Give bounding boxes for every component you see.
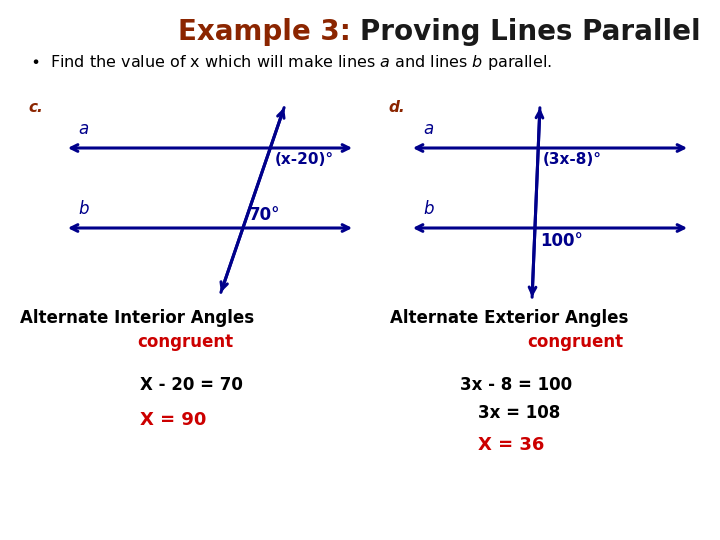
Text: a: a	[423, 120, 433, 138]
Text: b: b	[78, 200, 89, 218]
Text: Example 3:: Example 3:	[178, 18, 360, 46]
Text: b: b	[423, 200, 433, 218]
Text: 3x = 108: 3x = 108	[478, 404, 560, 422]
Text: Proving Lines Parallel: Proving Lines Parallel	[360, 18, 701, 46]
Text: X - 20 = 70: X - 20 = 70	[140, 376, 243, 394]
Text: (3x-8)°: (3x-8)°	[543, 152, 602, 167]
Text: (x-20)°: (x-20)°	[274, 152, 333, 167]
Text: congruent: congruent	[137, 333, 233, 351]
Text: congruent: congruent	[527, 333, 623, 351]
Text: X = 90: X = 90	[140, 411, 207, 429]
Text: 3x - 8 = 100: 3x - 8 = 100	[460, 376, 572, 394]
Text: a: a	[78, 120, 89, 138]
Text: 100°: 100°	[540, 232, 582, 250]
Text: Alternate Exterior Angles: Alternate Exterior Angles	[390, 309, 629, 327]
Text: Alternate Interior Angles: Alternate Interior Angles	[20, 309, 254, 327]
Text: 70°: 70°	[249, 206, 280, 224]
Text: d.: d.	[388, 100, 405, 116]
Text: X = 36: X = 36	[478, 436, 544, 454]
Text: $\bullet$  Find the value of x which will make lines $a$ and lines $b$ parallel.: $\bullet$ Find the value of x which will…	[30, 52, 552, 71]
Text: c.: c.	[28, 100, 42, 116]
